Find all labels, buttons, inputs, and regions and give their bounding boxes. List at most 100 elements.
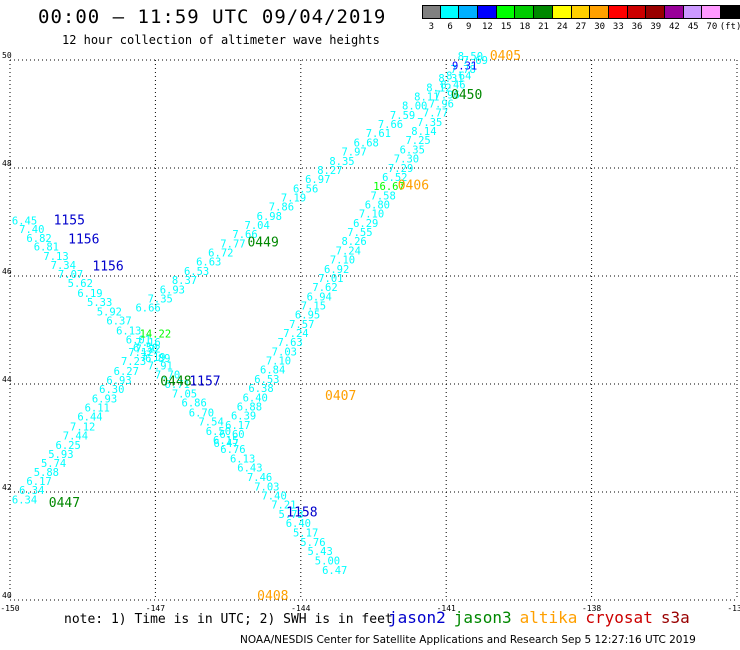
wave-height-reading: 6.50 (206, 426, 231, 438)
wave-height-reading: 6.53 (184, 266, 209, 278)
wave-height-reading: 8.11 (414, 92, 439, 104)
page-title: 00:00 – 11:59 UTC 09/04/2019 (38, 6, 387, 28)
wave-height-reading: 5.76 (300, 537, 325, 549)
wave-height-reading: 5.73 (278, 509, 303, 521)
wave-height-reading: 6.45 (12, 216, 37, 228)
pass-time-label: 1158 (286, 505, 317, 520)
wave-height-reading: 7.12 (128, 347, 153, 359)
wave-height-reading: 6.70 (189, 407, 214, 419)
wave-height-reading: 7.55 (347, 227, 372, 239)
wave-height-reading: 7.25 (405, 135, 430, 147)
wave-height-reading: 6.76 (220, 444, 245, 456)
satellite-s3a: s3a (660, 608, 690, 627)
wave-height-reading: 7.46 (247, 472, 272, 484)
wave-height-reading: 6.29 (353, 218, 378, 230)
wave-height-reading: 7.15 (301, 300, 326, 312)
wave-height-reading: 6.84 (260, 365, 285, 377)
satellite-altika: altika (519, 608, 578, 627)
wave-height-reading: 6.13 (116, 325, 141, 337)
wave-height-reading: 7.96 (429, 99, 454, 111)
wave-height-reading: 5.33 (87, 297, 112, 309)
wave-height-reading: 7.59 (390, 110, 415, 122)
wave-height-reading: 6.95 (295, 310, 320, 322)
wave-height-reading: 6.97 (305, 174, 330, 186)
pass-time-label: 0448 (160, 375, 191, 390)
satellite-legend: jason2 jason3 altika cryosat s3a (388, 608, 698, 627)
wave-height-reading: 6.37 (106, 316, 131, 328)
wave-height-reading: 5.62 (68, 278, 93, 290)
pass-time-label: 0447 (49, 496, 80, 511)
page-subtitle: 12 hour collection of altimeter wave hei… (62, 33, 380, 47)
color-scale-labels: 3 6 9 12 15 18 21 24 27 30 33 36 39 42 45 70 (ft) (422, 22, 740, 34)
color-scale-label: 45 (687, 22, 699, 32)
wave-height-reading: 7.54 (198, 417, 223, 429)
wave-height-reading: 5.43 (308, 546, 333, 558)
wave-height-reading: 6.19 (77, 288, 102, 300)
pass-time-label: 0449 (247, 235, 278, 250)
wave-height-reading: 6.82 (26, 233, 51, 245)
pass-time-label: 0405 (490, 49, 521, 64)
wave-height-reading: 14.22 (140, 329, 172, 341)
wave-height-reading: 6.86 (182, 398, 207, 410)
wave-height-reading: 8.00 (402, 101, 427, 113)
wave-height-reading: 6.94 (307, 291, 332, 303)
wave-height-reading: 7.58 (371, 190, 396, 202)
color-scale-label: 21 (538, 22, 549, 32)
wave-height-reading: 6.60 (219, 429, 244, 441)
wave-height-reading: 7.35 (417, 117, 442, 129)
wave-height-reading: 8.46 (440, 80, 465, 92)
wave-height-reading: 7.22 (135, 344, 160, 356)
wave-height-reading: 7.05 (172, 389, 197, 401)
color-swatch (646, 5, 665, 19)
wave-height-reading: 6.93 (106, 375, 131, 387)
color-scale-label: 24 (556, 22, 568, 32)
wave-height-reading: 7.19 (281, 192, 306, 204)
wave-height-reading: 6.27 (114, 366, 139, 378)
wave-height-reading: 5.93 (48, 449, 73, 461)
wave-height-reading: 8.37 (172, 275, 197, 287)
wave-height-reading: 7.03 (254, 481, 279, 493)
lon-label: -150 (0, 604, 19, 613)
color-scale-label: 15 (500, 22, 512, 32)
color-swatch (683, 5, 703, 19)
wave-height-reading: 8.26 (341, 236, 366, 248)
color-swatch (534, 5, 553, 19)
wave-height-reading: 6.38 (248, 383, 273, 395)
wave-height-reading: 6.43 (237, 462, 262, 474)
color-swatch (515, 5, 535, 19)
wave-height-reading: 7.04 (245, 220, 270, 232)
wave-height-reading: 16.67 (373, 181, 405, 193)
wave-height-reading: 6.93 (92, 393, 117, 405)
wave-height-reading: 6.44 (77, 412, 102, 424)
wave-height-reading: 6.17 (225, 420, 250, 432)
wave-height-reading: 6.58 (133, 343, 158, 355)
wave-height-reading: 7.24 (283, 328, 308, 340)
color-scale-label: 36 (631, 22, 643, 32)
lat-label: 40 (2, 591, 12, 600)
wave-height-reading: 6.40 (243, 392, 268, 404)
wave-height-reading: 6.80 (365, 200, 390, 212)
color-swatch (496, 5, 516, 19)
wave-height-reading: 5.92 (97, 306, 122, 318)
wave-height-reading: 5.00 (315, 555, 340, 567)
wave-height-reading: 7.10 (266, 356, 291, 368)
pass-time-label: 1155 (54, 214, 85, 229)
wave-height-reading: 5.17 (293, 527, 318, 539)
wave-height-reading: 7.19 (140, 352, 165, 364)
color-scale-label: 27 (575, 22, 587, 32)
wave-height-reading: 7.30 (394, 154, 419, 166)
color-swatch (627, 5, 647, 19)
color-scale-label: 70 (706, 22, 718, 32)
wave-height-reading: 6.01 (126, 335, 151, 347)
wave-height-reading: 7.96 (435, 89, 460, 101)
wave-height-reading: 7.40 (261, 491, 286, 503)
wave-height-reading: 6.25 (56, 440, 81, 452)
wave-height-reading: 7.66 (378, 119, 403, 131)
wave-height-reading: 8.35 (329, 156, 354, 168)
wave-height-reading: 7.70 (155, 370, 180, 382)
color-scale-label: 39 (650, 22, 662, 32)
wave-height-reading: 6.71 (165, 379, 190, 391)
wave-height-reading: 6.56 (293, 183, 318, 195)
